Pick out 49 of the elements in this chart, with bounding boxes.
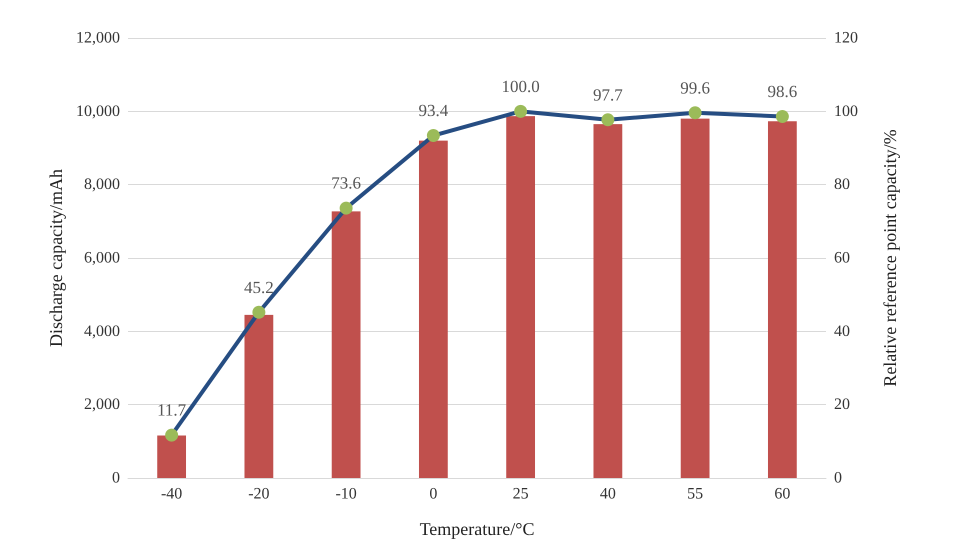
- bar: [332, 211, 361, 478]
- data-label: 45.2: [244, 278, 274, 297]
- y2-tick-label: 80: [834, 176, 850, 194]
- y-tick-label: 0: [112, 470, 120, 486]
- y2-tick-label: 0: [834, 470, 842, 486]
- y2-axis-title: Relative reference point capacity/%: [880, 129, 900, 387]
- y-tick-label: 2,000: [84, 396, 120, 414]
- x-tick-label: -10: [335, 486, 357, 502]
- point: [340, 202, 353, 215]
- bar: [418, 140, 448, 478]
- y2-tick-label: 20: [834, 396, 850, 414]
- bar: [768, 121, 797, 478]
- point: [165, 428, 178, 442]
- point: [426, 129, 440, 142]
- data-label: 98.6: [768, 82, 798, 101]
- y-tick-label: 12,000: [76, 30, 120, 46]
- data-label: 99.6: [680, 78, 710, 98]
- x-axis-title: Temperature/°C: [420, 519, 534, 539]
- data-label: 11.7: [157, 400, 187, 420]
- data-label: 97.7: [593, 85, 624, 104]
- y-axis-title: Discharge capacity/mAh: [46, 168, 66, 348]
- x-tick-label: 60: [774, 486, 790, 502]
- point: [514, 104, 528, 118]
- y2-tick-label: 60: [834, 250, 850, 266]
- data-label: 93.4: [418, 101, 449, 120]
- y-tick-label: 6,000: [84, 250, 120, 266]
- bar: [157, 435, 186, 478]
- point: [252, 306, 266, 319]
- y2-tick-label: 100: [834, 102, 858, 120]
- data-label: 100.0: [502, 76, 540, 96]
- y-tick-label: 8,000: [84, 176, 120, 194]
- bar: [680, 118, 710, 478]
- bar: [593, 124, 622, 478]
- x-tick-label: -20: [248, 486, 270, 502]
- y-tick-label: 4,000: [84, 322, 120, 340]
- y2-tick-label: 120: [834, 30, 858, 46]
- point: [688, 106, 702, 120]
- bar: [506, 116, 536, 478]
- data-label: 73.6: [331, 174, 361, 193]
- x-tick-label: 25: [512, 486, 529, 502]
- point: [776, 110, 789, 123]
- x-tick-label: 40: [600, 486, 616, 502]
- bar: [244, 314, 274, 478]
- point: [601, 113, 614, 126]
- x-tick-label: 0: [429, 486, 438, 502]
- y2-tick-label: 40: [834, 322, 850, 340]
- y-tick-label: 10,000: [76, 102, 120, 120]
- x-tick-label: 55: [687, 486, 704, 502]
- x-tick-label: -40: [160, 486, 182, 502]
